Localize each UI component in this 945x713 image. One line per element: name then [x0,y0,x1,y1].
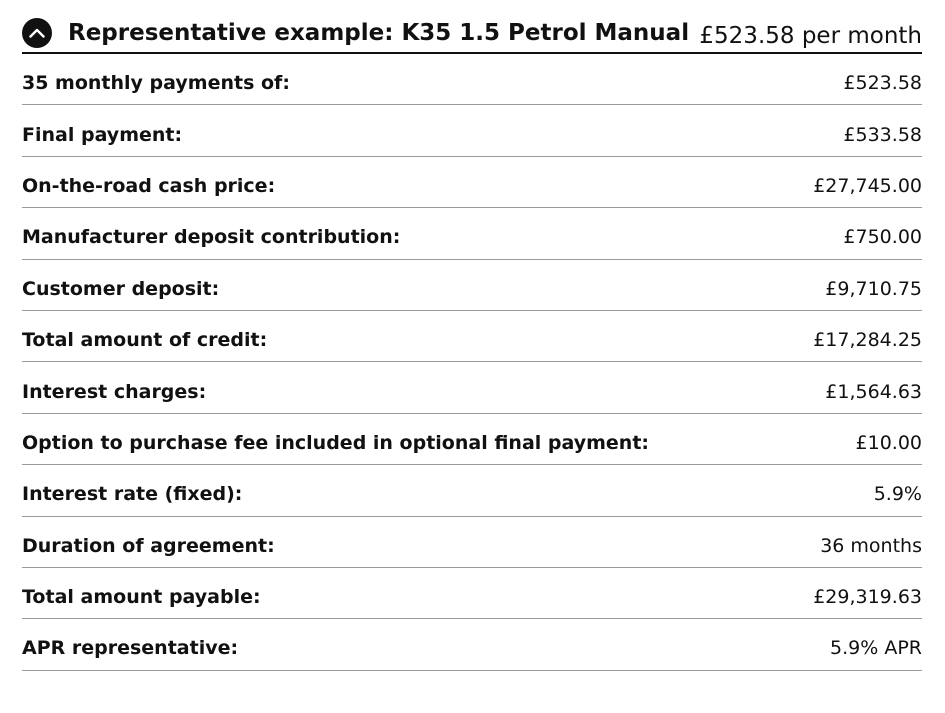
detail-label: Interest rate (fixed): [22,483,243,506]
detail-label: 35 monthly payments of: [22,72,290,95]
detail-label: Interest charges: [22,380,207,403]
detail-value: 5.9% APR [830,637,922,660]
detail-row-interest-rate: Interest rate (fixed): 5.9% [22,465,922,517]
header-left: Representative example: K35 1.5 Petrol M… [22,18,689,48]
detail-row-final-payment: Final payment: £533.58 [22,105,922,157]
panel-title: Representative example: K35 1.5 Petrol M… [68,20,690,46]
detail-label: Total amount payable: [22,586,261,609]
detail-value: £9,710.75 [825,277,922,300]
detail-label: APR representative: [22,637,239,660]
detail-row-purchase-fee: Option to purchase fee included in optio… [22,414,922,466]
detail-label: Final payment: [22,123,183,146]
panel-header[interactable]: Representative example: K35 1.5 Petrol M… [22,14,922,54]
detail-value: £1,564.63 [825,380,922,403]
detail-label: Total amount of credit: [22,329,268,352]
detail-label: Duration of agreement: [22,534,275,557]
detail-value: £29,319.63 [813,586,922,609]
detail-row-customer-deposit: Customer deposit: £9,710.75 [22,260,922,311]
detail-row-manufacturer-contribution: Manufacturer deposit contribution: £750.… [22,208,922,260]
finance-details-list: 35 monthly payments of: £523.58 Final pa… [22,54,922,671]
monthly-summary: £523.58 per month [699,23,922,49]
detail-value: £523.58 [843,72,922,95]
detail-value: £750.00 [843,226,922,249]
detail-row-total-payable: Total amount payable: £29,319.63 [22,568,922,620]
detail-value: £10.00 [855,431,922,454]
detail-row-interest-charges: Interest charges: £1,564.63 [22,362,922,414]
detail-value: £533.58 [843,123,922,146]
detail-value: £17,284.25 [813,329,922,352]
representative-example-panel: Representative example: K35 1.5 Petrol M… [22,14,922,671]
detail-row-apr: APR representative: 5.9% APR [22,619,922,671]
detail-value: £27,745.00 [813,174,922,197]
chevron-up-icon[interactable] [22,18,52,48]
detail-label: Customer deposit: [22,277,220,300]
detail-row-duration: Duration of agreement: 36 months [22,517,922,568]
detail-row-cash-price: On-the-road cash price: £27,745.00 [22,157,922,209]
detail-row-monthly-payments: 35 monthly payments of: £523.58 [22,54,922,106]
detail-value: 5.9% [873,483,922,506]
detail-label: Manufacturer deposit contribution: [22,226,401,249]
detail-label: On-the-road cash price: [22,174,276,197]
detail-row-total-credit: Total amount of credit: £17,284.25 [22,311,922,363]
detail-label: Option to purchase fee included in optio… [22,431,650,454]
detail-value: 36 months [820,534,922,557]
